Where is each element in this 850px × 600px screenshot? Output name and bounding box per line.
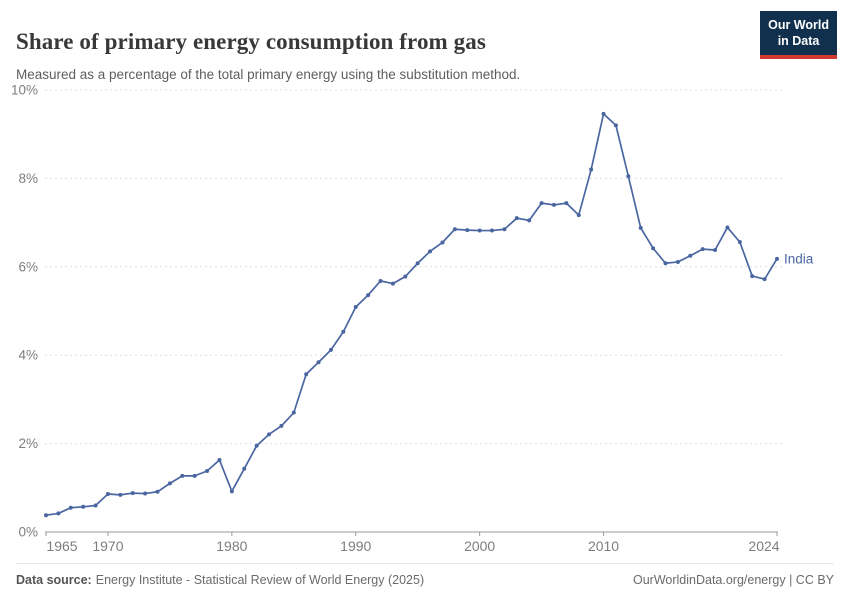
data-point [551,202,556,207]
data-point [192,473,197,478]
y-tick-label: 2% [18,436,38,451]
data-source-text: Energy Institute - Statistical Review of… [95,573,425,587]
data-point [93,503,98,508]
data-point [341,329,346,334]
data-point [68,505,73,510]
data-line [45,113,778,517]
data-point [403,274,408,279]
data-point [514,216,519,221]
data-point [750,274,755,279]
data-point [688,253,693,258]
data-point [564,201,569,206]
data-point [130,491,135,496]
x-tick-label: 1965 [46,538,77,554]
data-point [279,423,284,428]
data-point [81,504,86,509]
data-point [366,293,371,298]
data-point [428,249,433,254]
data-point [725,225,730,230]
data-point [143,491,148,496]
data-point [601,111,606,116]
data-point [490,228,495,233]
series-end-label: India [784,251,814,266]
data-point [775,256,779,261]
data-point [267,432,272,437]
data-point [242,466,247,471]
data-point [205,469,210,474]
data-point [56,511,61,516]
data-point [105,491,110,496]
data-point [527,218,532,223]
data-point [229,489,234,494]
x-tick-label: 1980 [216,538,247,554]
x-tick-label: 1990 [340,538,371,554]
data-point [651,246,656,251]
data-point [452,227,457,232]
data-point [700,247,705,252]
data-point [217,457,222,462]
data-point [118,492,123,497]
x-tick-label: 2010 [588,538,619,554]
data-point [440,240,445,245]
data-point [576,213,581,218]
data-point [589,167,594,172]
data-point [254,443,259,448]
data-point [675,259,680,264]
data-point [44,513,48,518]
data-point [663,261,668,266]
data-point [155,489,160,494]
footer-links: OurWorldinData.org/energy | CC BY [632,573,834,587]
data-point [316,360,321,365]
data-point [465,228,470,233]
data-point [291,410,296,415]
chart-footer: Data source: Energy Institute - Statistic… [16,563,834,587]
chart-subtitle: Measured as a percentage of the total pr… [16,66,521,82]
x-tick-label: 2000 [464,538,495,554]
chart-title: Share of primary energy consumption from… [16,29,486,55]
data-point [390,281,395,286]
data-source: Data source: Energy Institute - Statistic… [16,573,424,587]
y-tick-label: 10% [11,83,38,98]
data-point [378,278,383,283]
data-point [415,261,420,266]
data-point [167,481,172,486]
data-point [328,347,333,352]
data-source-label: Data source: [16,573,92,587]
y-tick-label: 6% [18,259,38,274]
data-point [737,240,742,245]
x-tick-label: 1970 [92,538,123,554]
data-point [180,473,185,478]
data-point [762,277,767,282]
data-point [477,228,482,233]
owid-logo-line2: in Data [777,34,820,49]
y-tick-label: 8% [18,171,38,186]
owid-logo-line1: Our World [768,18,829,32]
owid-logo: Our World in Data [760,11,837,59]
data-point [502,227,507,232]
data-point [638,225,643,230]
data-point [353,305,358,310]
y-tick-label: 0% [18,525,38,540]
data-point [539,201,544,206]
y-tick-label: 4% [18,348,38,363]
data-point [613,123,618,128]
x-tick-label: 2024 [748,538,779,554]
data-point [713,248,718,253]
data-point [626,174,631,179]
data-point [304,372,309,377]
